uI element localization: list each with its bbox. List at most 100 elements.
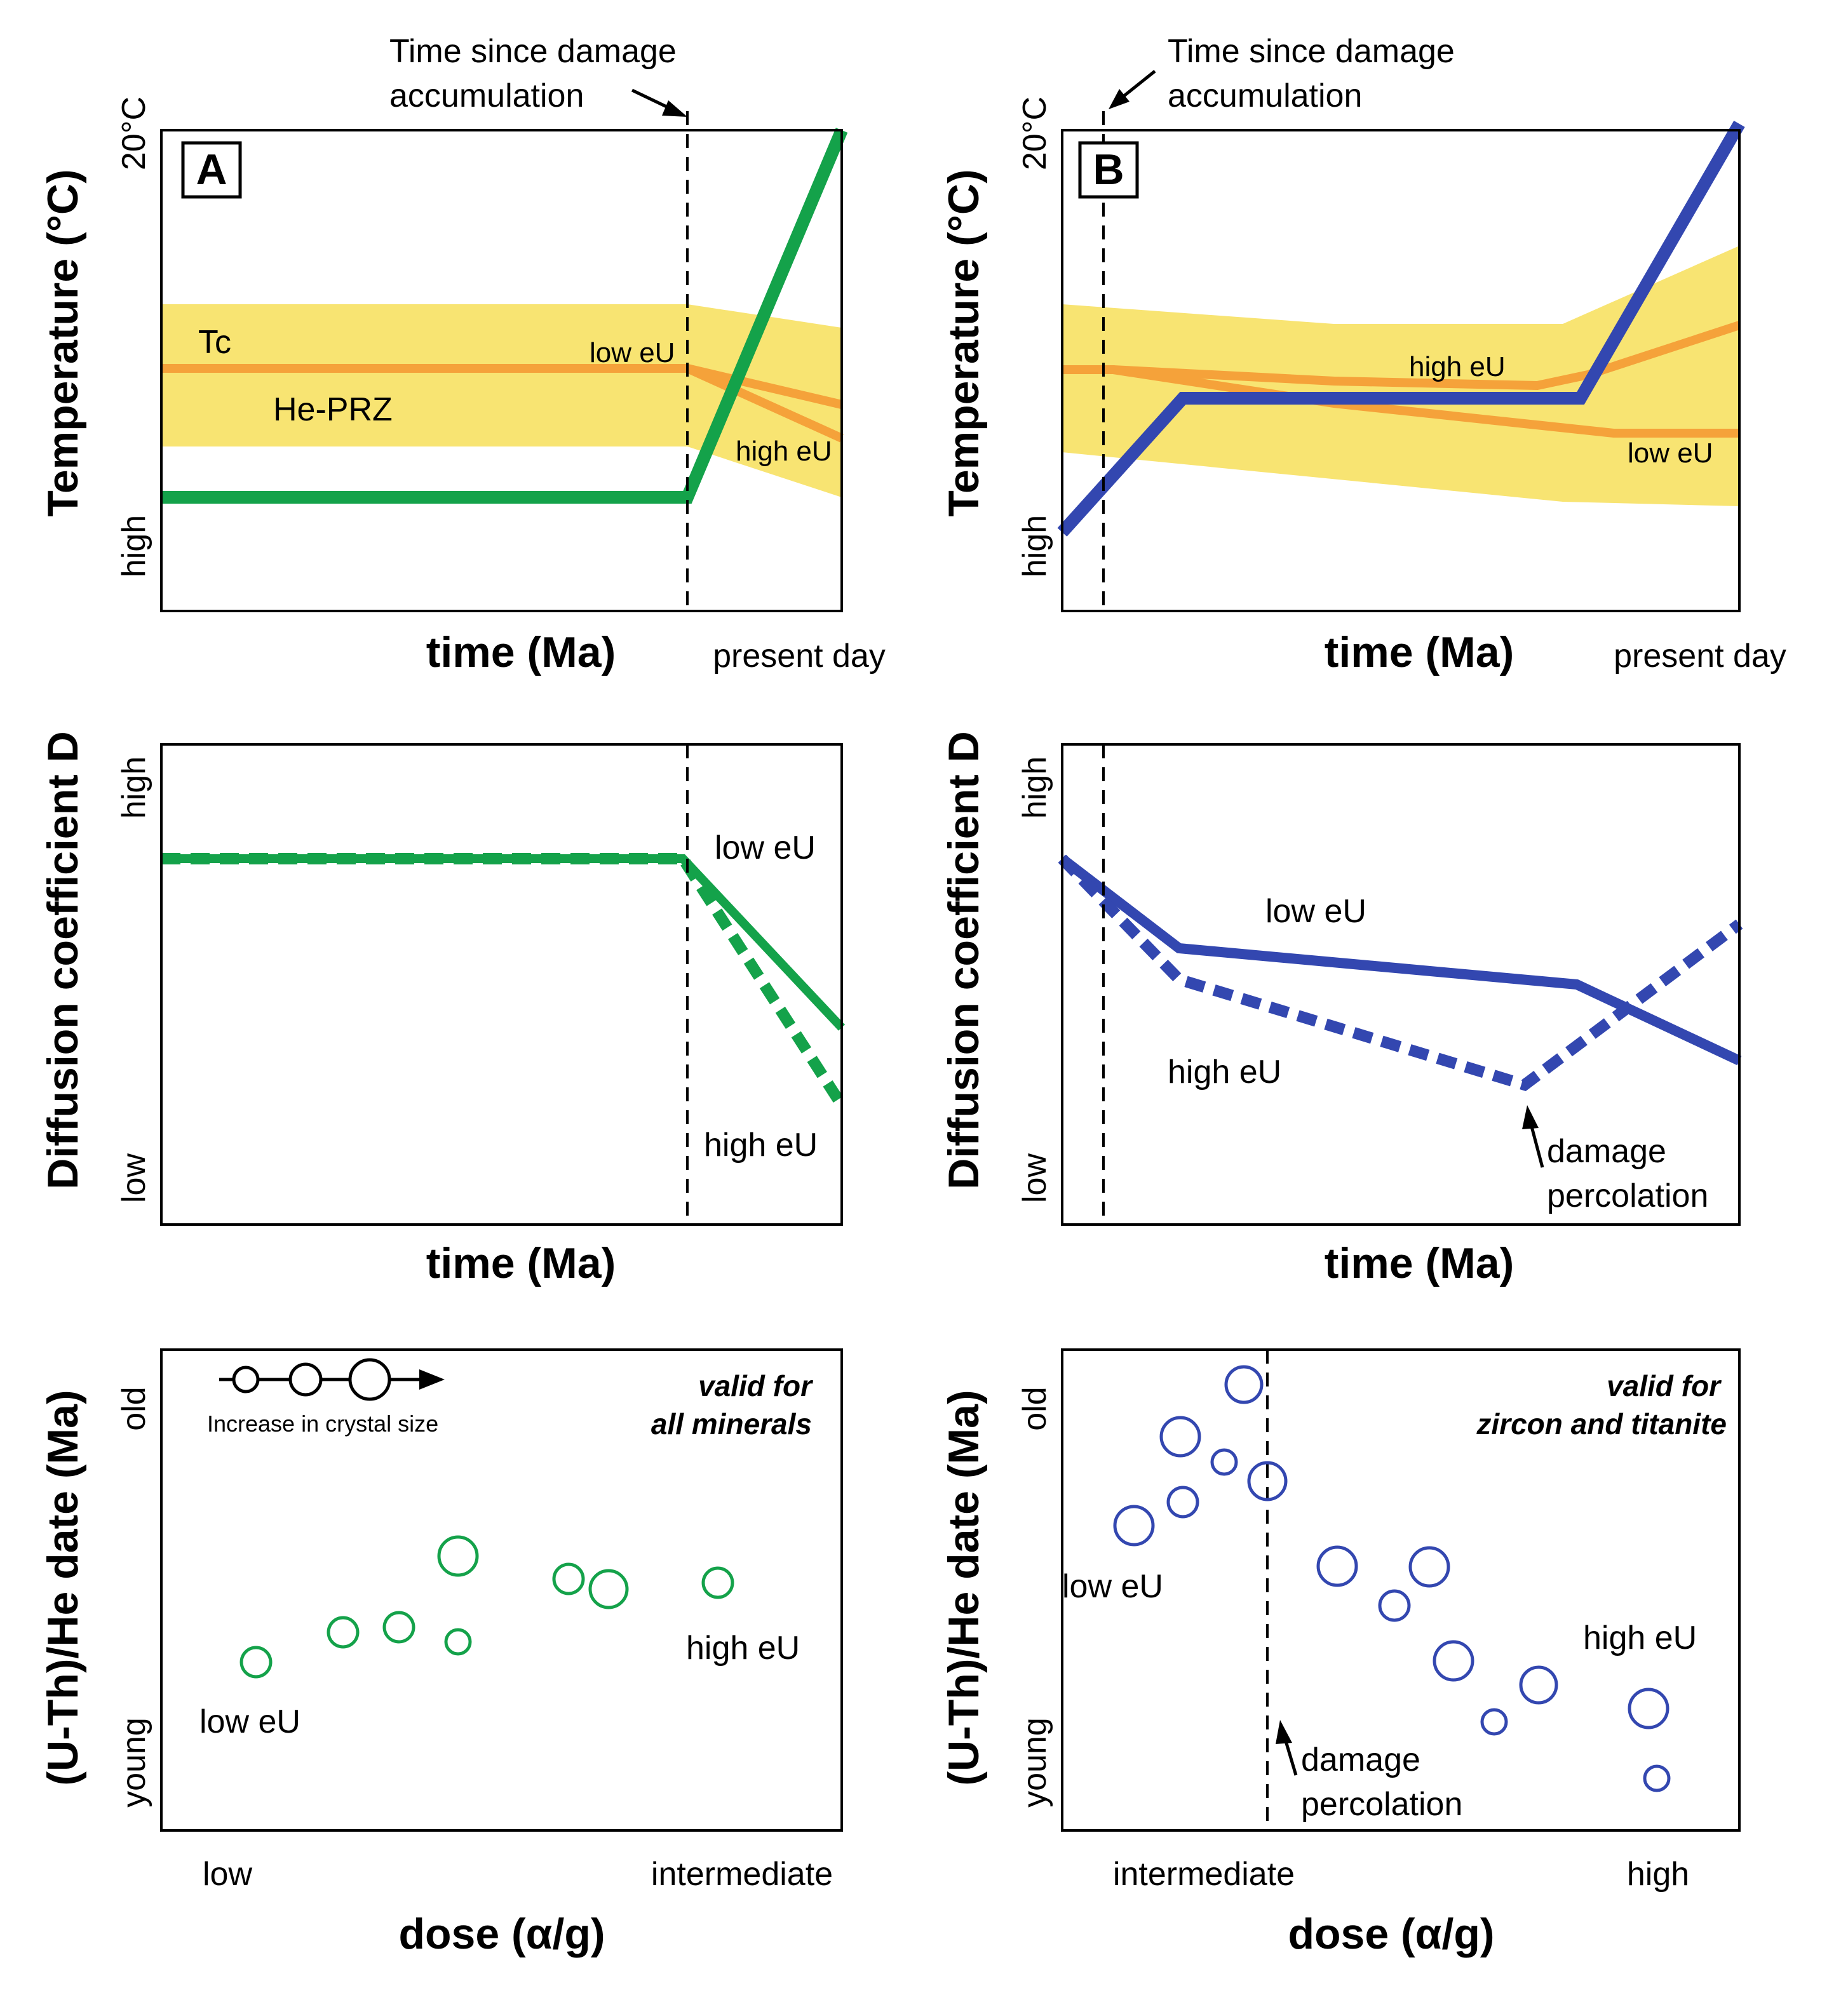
high-eu-label-b: high eU [1409, 351, 1506, 382]
crystal-f-5 [1166, 1486, 1199, 1519]
thermal-history-blue-b [1057, 120, 1745, 537]
xnote-b: present day [1614, 638, 1786, 675]
panel-letter-a: A [196, 145, 227, 194]
frame-b [1061, 129, 1741, 612]
frame-a [160, 129, 843, 612]
percolation-line1-d: damage [1547, 1133, 1666, 1170]
legend-circle-medium [288, 1362, 323, 1397]
high-eu-label-e: high eU [686, 1630, 800, 1667]
percolation-arrowhead-d [1522, 1105, 1539, 1129]
annotation-arrowhead-b [1109, 89, 1130, 109]
xlabel-a: time (Ma) [426, 628, 616, 676]
high-eu-label-d: high eU [1168, 1054, 1281, 1091]
panel-a: A Time since damage accumulation Tc He-P… [39, 33, 886, 676]
ylabel-f: (U-Th)/He date (Ma) [940, 1390, 988, 1785]
valid-line2-f: zircon and titanite [1476, 1407, 1727, 1440]
ytick-top-c: high [116, 756, 152, 819]
xtick-left-e: low [203, 1856, 252, 1893]
crystal-f-12 [1480, 1708, 1508, 1736]
diffusion-low-eu-c [161, 854, 846, 1031]
crystal-e-1 [239, 1646, 273, 1679]
crystal-f-11 [1519, 1665, 1558, 1705]
xtick-right-f: high [1627, 1856, 1689, 1893]
low-eu-label-c: low eU [715, 829, 816, 866]
low-eu-label-f: low eU [1062, 1568, 1163, 1605]
legend-circle-large [348, 1358, 391, 1401]
low-eu-label-e: low eU [199, 1703, 300, 1740]
ylabel-b: Temperature (°C) [940, 169, 988, 516]
ytick-top-e: old [116, 1386, 152, 1430]
panel-e: Increase in crystal size valid for all m… [39, 1348, 843, 1958]
annotation-line2-a: accumulation [389, 77, 584, 114]
tc-line-a-low-eu [686, 364, 843, 409]
panel-d: low eU high eU damage percolation Diffus… [940, 731, 1743, 1287]
annotation-line2-b: accumulation [1168, 77, 1362, 114]
crystal-f-10 [1433, 1640, 1474, 1682]
xlabel-e: dose (α/g) [398, 1910, 605, 1958]
thermal-history-green-a [161, 128, 848, 504]
valid-line1-e: valid for [698, 1369, 813, 1402]
crystal-e-2 [327, 1616, 360, 1649]
legend-text: Increase in crystal size [207, 1411, 438, 1437]
crystal-f-7 [1316, 1545, 1358, 1587]
ytick-bottom-f: young [1016, 1717, 1053, 1808]
ylabel-a: Temperature (°C) [39, 169, 87, 516]
ylabel-c: Diffusion coefficient D [39, 731, 87, 1190]
crystal-f-13 [1628, 1688, 1669, 1729]
panel-letter-box-b [1078, 141, 1139, 199]
legend-arrowhead [419, 1369, 445, 1390]
high-eu-label-f: high eU [1583, 1620, 1697, 1656]
ytick-bottom-d: low [1016, 1153, 1053, 1203]
annotation-arrowhead-a [662, 100, 687, 117]
legend-circle-small [232, 1366, 260, 1393]
ytick-bottom-c: low [116, 1153, 152, 1203]
ylabel-e: (U-Th)/He date (Ma) [39, 1390, 87, 1785]
crystal-size-legend: Increase in crystal size [207, 1358, 445, 1437]
percolation-line2-d: percolation [1547, 1178, 1708, 1214]
valid-line2-e: all minerals [651, 1407, 812, 1440]
xlabel-f: dose (α/g) [1288, 1910, 1494, 1958]
crystal-e-5 [444, 1628, 472, 1656]
crystal-e-3 [382, 1611, 415, 1644]
crystal-e-4 [437, 1535, 479, 1577]
panel-f: valid for zircon and titanite low eU hig… [940, 1348, 1741, 1958]
crystal-e-8 [701, 1566, 734, 1599]
low-eu-label-d: low eU [1265, 893, 1366, 930]
ytick-top-a: 20°C [116, 97, 152, 170]
xtick-right-e: intermediate [651, 1856, 833, 1893]
he-prz-label: He-PRZ [273, 391, 393, 428]
high-eu-label-c: high eU [704, 1127, 818, 1164]
frame-f [1061, 1348, 1741, 1832]
percolation-line2-f: percolation [1301, 1786, 1462, 1823]
annotation-line1-b: Time since damage [1168, 33, 1455, 70]
crystal-f-4 [1247, 1461, 1288, 1501]
ytick-bottom-e: young [116, 1717, 152, 1808]
xnote-a: present day [713, 638, 886, 675]
diffusion-low-eu-d [1059, 854, 1742, 1066]
annotation-line1-a: Time since damage [389, 33, 677, 70]
panel-letter-b: B [1093, 145, 1124, 194]
xlabel-d: time (Ma) [1325, 1239, 1514, 1287]
low-eu-label-b: low eU [1628, 438, 1713, 469]
crystal-f-8 [1408, 1546, 1450, 1588]
ylabel-d: Diffusion coefficient D [940, 731, 988, 1190]
he-prz-band-b [1062, 246, 1739, 506]
panel-letter-box-a [181, 141, 242, 199]
ytick-top-f: old [1016, 1386, 1053, 1430]
frame-c [160, 743, 843, 1226]
crystal-f-14 [1643, 1764, 1671, 1792]
low-eu-label-a: low eU [590, 337, 675, 368]
crystal-f-9 [1378, 1589, 1411, 1622]
ytick-bottom-b: high [1016, 515, 1053, 577]
percolation-arrow-d [1529, 1124, 1544, 1168]
frame-e [160, 1348, 843, 1832]
crystal-e-7 [588, 1569, 629, 1609]
panel-c: low eU high eU Diffusion coefficient D h… [39, 731, 847, 1287]
crystal-f-3 [1210, 1448, 1238, 1476]
he-prz-band-a [161, 304, 842, 497]
percolation-line1-f: damage [1301, 1742, 1420, 1778]
tc-line-a-high-eu [685, 364, 844, 443]
crystal-e-6 [552, 1562, 585, 1595]
frame-d [1061, 743, 1741, 1226]
